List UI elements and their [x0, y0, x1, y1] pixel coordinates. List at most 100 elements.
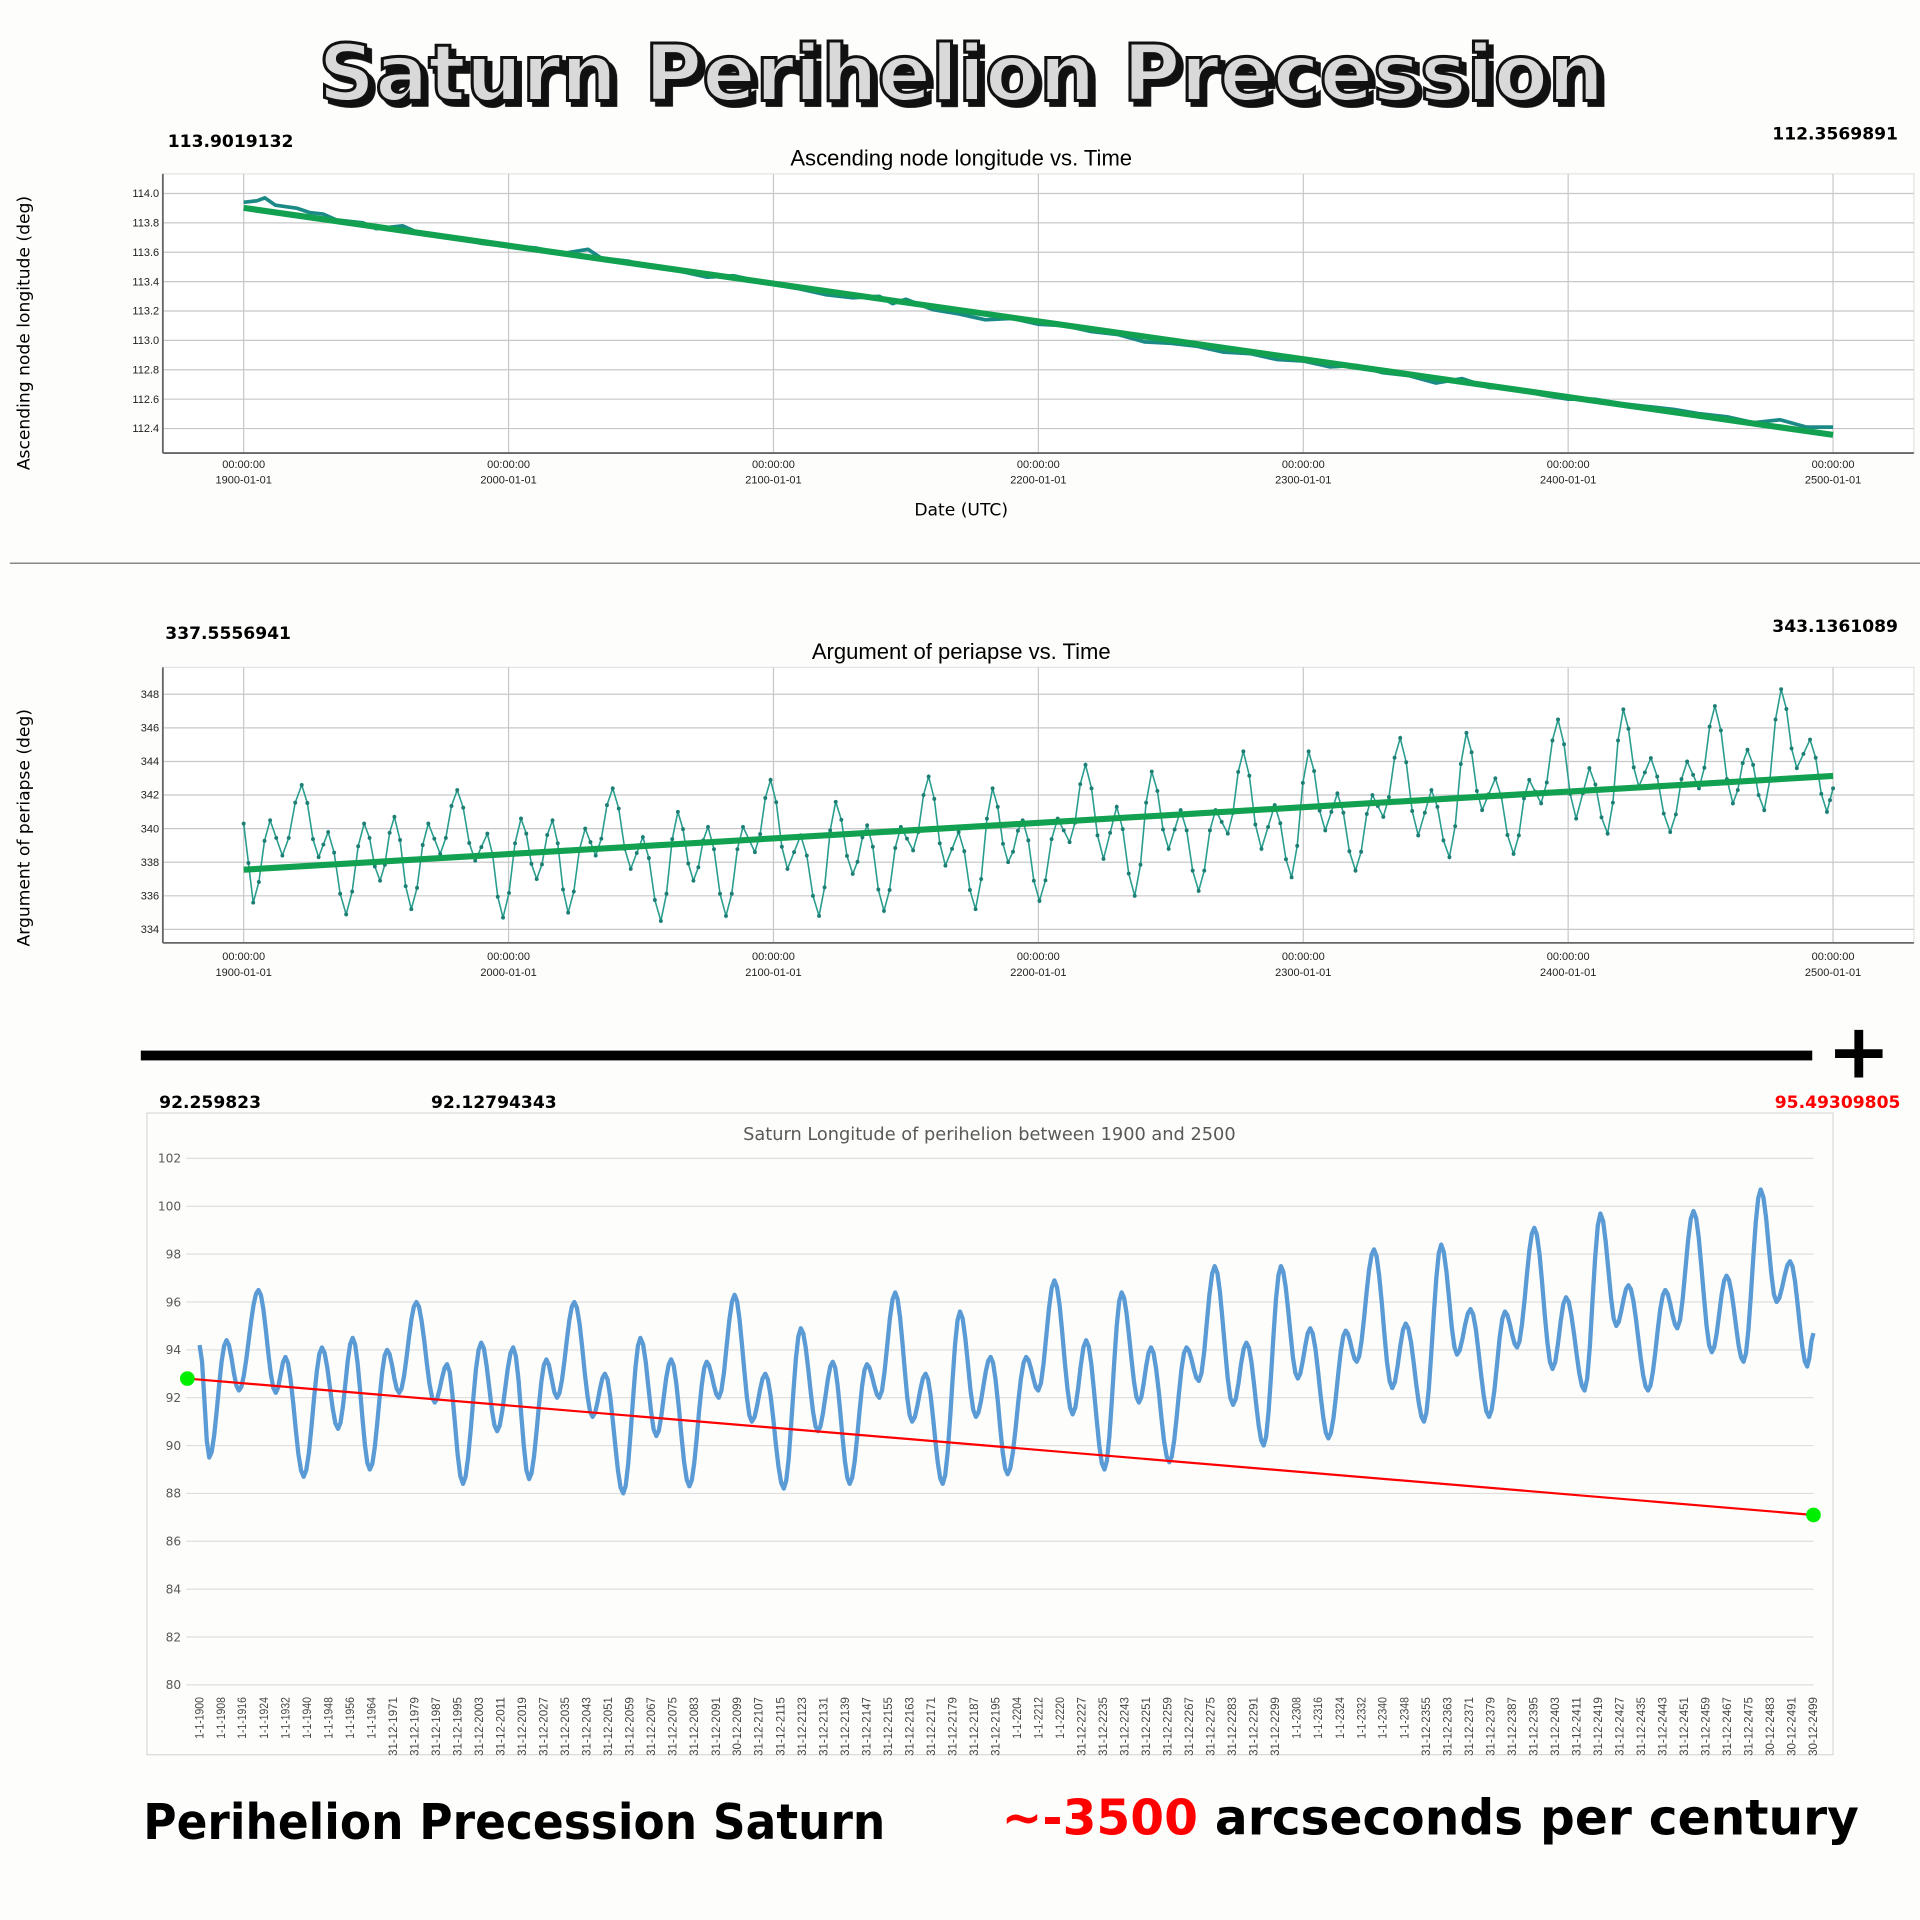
x-tick-label: 31-12-2123 — [795, 1697, 809, 1756]
x-tick-label: 31-12-2363 — [1440, 1697, 1454, 1756]
x-tick-label: 31-12-2355 — [1419, 1697, 1433, 1756]
data-point — [1114, 804, 1119, 809]
data-point — [1108, 830, 1113, 835]
data-point — [990, 786, 995, 791]
y-tick-label: 112.4 — [132, 423, 159, 435]
data-point — [1236, 769, 1241, 774]
y-tick-label: 113.6 — [132, 247, 159, 259]
x-tick-time: 00:00:00 — [1282, 459, 1325, 471]
x-tick-label: 1-1-1940 — [300, 1697, 314, 1739]
data-point — [1493, 776, 1498, 781]
data-point — [1679, 777, 1684, 782]
y-tick-label: 112.8 — [132, 364, 159, 376]
data-point — [1284, 857, 1288, 862]
data-point — [1550, 738, 1555, 743]
x-tick-label: 1-1-2212 — [1032, 1697, 1046, 1739]
x-tick-label: 31-12-2459 — [1699, 1697, 1713, 1756]
data-point — [1718, 728, 1723, 733]
data-point — [1149, 769, 1154, 774]
periapse-start-value: 337.5556941 — [165, 624, 291, 644]
precession-rate: ~-3500 arcseconds per century — [1002, 1789, 1859, 1846]
data-point — [1642, 770, 1647, 775]
data-point — [1404, 760, 1409, 765]
x-tick-time: 00:00:00 — [1282, 951, 1325, 963]
data-point — [1422, 810, 1427, 815]
data-point — [1178, 808, 1183, 813]
data-point — [415, 885, 420, 890]
data-point — [876, 887, 881, 892]
data-point — [1306, 749, 1311, 754]
data-point — [1464, 730, 1469, 735]
data-point — [1469, 750, 1474, 755]
data-point — [519, 816, 523, 821]
data-point — [438, 851, 443, 856]
data-point — [729, 891, 734, 896]
data-point — [311, 837, 315, 842]
x-tick-label: 31-12-2395 — [1526, 1697, 1540, 1756]
data-point — [256, 880, 261, 884]
data-point — [367, 835, 372, 840]
data-point — [1587, 766, 1592, 771]
data-point — [1773, 717, 1778, 722]
y-tick-label: 340 — [141, 823, 159, 835]
perihelion-mid-value: 92.12794343 — [431, 1093, 557, 1113]
data-point — [774, 800, 779, 805]
data-point — [706, 824, 710, 829]
x-tick-label: 30-12-2499 — [1806, 1697, 1820, 1756]
data-point — [921, 793, 926, 798]
data-point — [1779, 687, 1784, 692]
node-start-value: 113.9019132 — [168, 132, 294, 152]
y-tick-label: 98 — [166, 1247, 182, 1261]
y-tick-label: 94 — [166, 1343, 182, 1357]
x-tick-time: 00:00:00 — [487, 459, 530, 471]
data-point — [1813, 755, 1818, 760]
data-point — [779, 844, 784, 849]
data-point — [1544, 780, 1549, 785]
data-point — [962, 849, 967, 854]
data-point — [461, 805, 466, 810]
data-point — [501, 915, 505, 920]
data-point — [524, 831, 529, 836]
data-point — [1037, 898, 1042, 903]
data-point — [937, 841, 942, 846]
data-point — [735, 847, 740, 852]
data-point — [1441, 838, 1446, 843]
data-point — [583, 826, 588, 831]
data-point — [995, 804, 1000, 809]
x-tick-label: 31-12-2451 — [1677, 1697, 1691, 1756]
periapse-y-axis-title: Argument of periapse (deg) — [14, 709, 34, 946]
y-tick-label: 100 — [158, 1200, 181, 1214]
perihelion-chart-title: Saturn Longitude of perihelion between 1… — [743, 1125, 1236, 1145]
data-point — [1353, 868, 1358, 873]
x-tick-label: 31-12-2035 — [558, 1697, 572, 1756]
perihelion-series-line — [197, 1187, 1816, 1496]
data-point — [571, 889, 576, 894]
x-tick-time: 00:00:00 — [487, 951, 530, 963]
periapse-chart-title: Argument of periapse vs. Time — [812, 639, 1111, 664]
x-tick-date: 2500-01-01 — [1805, 475, 1861, 487]
data-point — [1253, 822, 1258, 827]
data-point — [356, 844, 361, 849]
data-point — [1132, 893, 1137, 898]
data-point — [1144, 800, 1149, 805]
data-point — [1621, 707, 1626, 712]
data-point — [326, 830, 331, 835]
precession-rate-unit: arcseconds per century — [1198, 1789, 1859, 1846]
x-tick-label: 31-12-2475 — [1742, 1697, 1756, 1756]
x-tick-label: 31-12-2411 — [1569, 1697, 1583, 1756]
y-tick-label: 344 — [141, 756, 159, 768]
x-tick-label: 31-12-2131 — [816, 1697, 830, 1756]
data-point — [1196, 888, 1201, 893]
x-tick-date: 1900-01-01 — [215, 967, 271, 979]
x-tick-label: 31-12-2195 — [988, 1697, 1002, 1756]
data-point — [1808, 737, 1812, 742]
data-point — [1172, 827, 1177, 832]
data-point — [1697, 786, 1701, 791]
x-tick-label: 30-12-2483 — [1763, 1697, 1777, 1756]
data-point — [1616, 738, 1620, 743]
x-tick-label: 1-1-1900 — [192, 1697, 206, 1739]
perihelion-end-value: 95.49309805 — [1775, 1093, 1901, 1113]
data-point — [420, 843, 425, 847]
x-tick-label: 31-12-2091 — [709, 1697, 723, 1756]
y-tick-label: 334 — [141, 924, 159, 936]
